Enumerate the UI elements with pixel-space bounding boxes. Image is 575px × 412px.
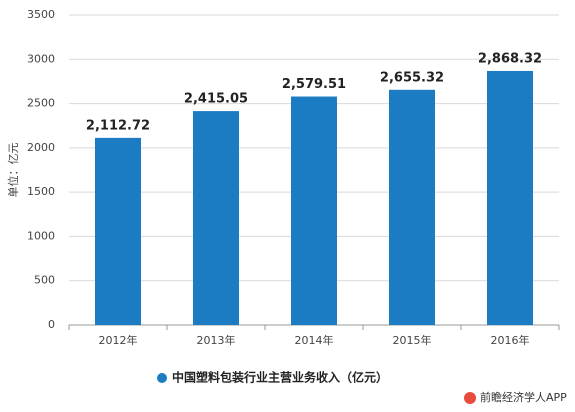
x-tick-label: 2015年 [393,333,432,347]
bar [487,70,533,326]
value-label: 2,579.51 [282,77,346,92]
y-tick-label: 3500 [27,8,55,21]
x-tick-label: 2013年 [197,333,236,347]
y-tick-label: 2000 [27,141,55,154]
y-tick-label: 1000 [27,229,55,242]
legend-marker [157,373,167,383]
legend-label: 中国塑料包装行业主营业务收入（亿元） [172,370,388,385]
value-label: 2,415.05 [184,92,248,107]
x-tick-label: 2016年 [491,333,530,347]
bar [193,111,239,325]
value-label: 2,868.32 [478,51,542,66]
x-tick-label: 2014年 [295,333,334,347]
x-tick-label: 2012年 [99,333,138,347]
source-icon [464,392,476,404]
value-label: 2,112.72 [86,118,150,133]
source: 前瞻经济学人APP [480,390,567,404]
value-label: 2,655.32 [380,70,444,85]
y-tick-label: 0 [48,318,55,331]
bar [291,96,337,325]
y-tick-label: 3000 [27,52,55,65]
bar [95,137,141,325]
bar [389,89,435,325]
y-tick-label: 2500 [27,97,55,110]
y-tick-label: 1500 [27,185,55,198]
y-tick-label: 500 [34,274,55,287]
y-axis-label: 单位：亿元 [6,143,20,198]
